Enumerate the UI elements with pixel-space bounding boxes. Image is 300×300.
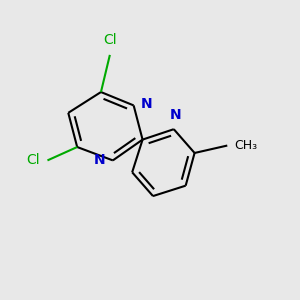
- Text: Cl: Cl: [26, 153, 40, 167]
- Text: CH₃: CH₃: [235, 139, 258, 152]
- Text: N: N: [169, 108, 181, 122]
- Text: N: N: [94, 153, 105, 167]
- Text: Cl: Cl: [103, 34, 117, 47]
- Text: N: N: [141, 97, 153, 111]
